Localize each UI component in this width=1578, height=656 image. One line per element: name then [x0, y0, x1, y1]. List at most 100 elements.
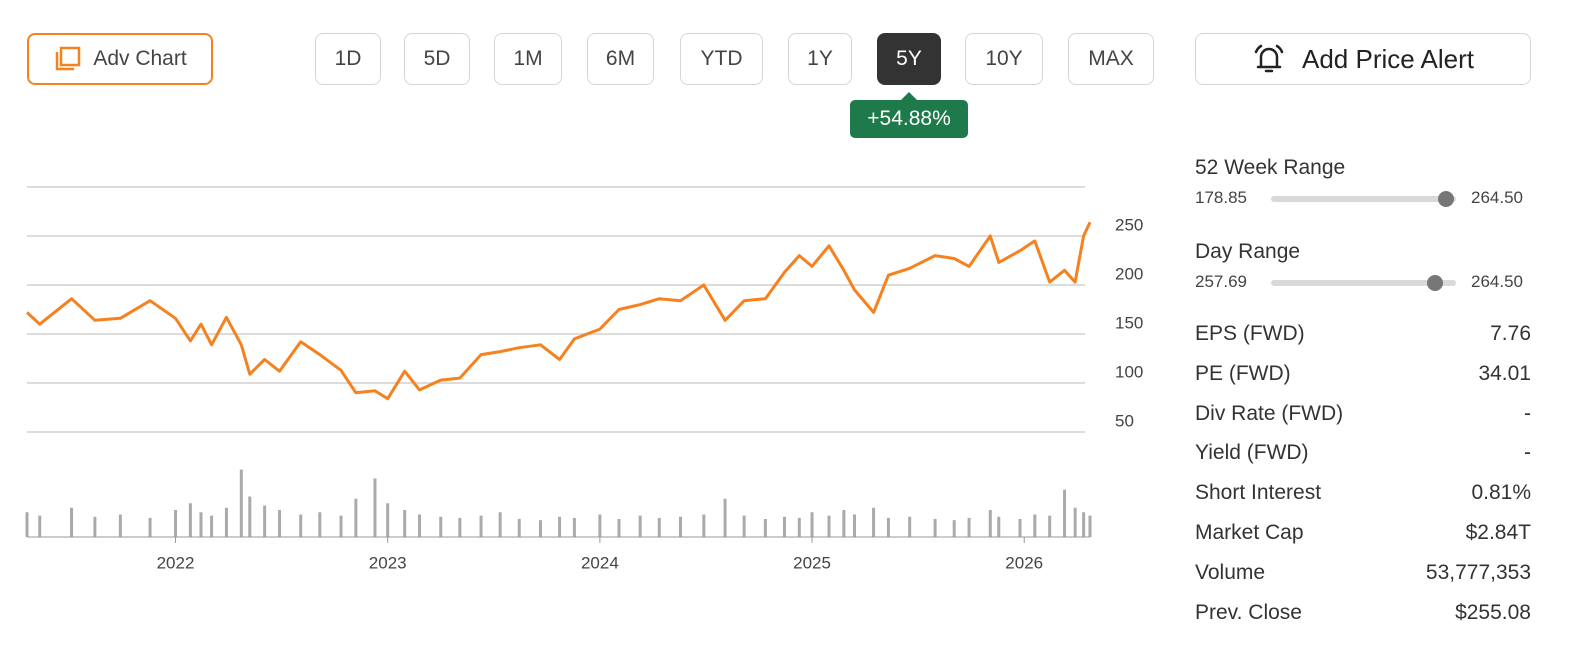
volume-bar [638, 515, 642, 537]
period-button[interactable]: 10Y [965, 33, 1043, 85]
stat-label: EPS (FWD) [1195, 322, 1305, 345]
volume-bar [38, 515, 42, 537]
volume-bar [797, 517, 801, 537]
volume-bar [70, 507, 74, 537]
volume-bar [498, 512, 502, 537]
volume-bar [538, 520, 542, 537]
volume-bar [723, 498, 727, 537]
volume-bar [742, 515, 746, 537]
volume-bar [852, 514, 856, 537]
volume-bar [763, 519, 767, 537]
volume-bar [679, 516, 683, 537]
period-button[interactable]: 5Y [877, 33, 941, 85]
stat-value: - [1524, 441, 1531, 465]
period-button[interactable]: MAX [1068, 33, 1154, 85]
volume-bar [842, 510, 846, 537]
volume-bar [1088, 515, 1092, 537]
range-dot [1438, 191, 1454, 207]
volume-bar [299, 514, 303, 537]
range-label: Day Range [1195, 240, 1301, 263]
change-badge: +54.88% [850, 92, 968, 138]
stat-value: - [1524, 401, 1531, 425]
price-line [25, 221, 1092, 401]
volume-bar [224, 507, 228, 537]
volume-bar [439, 516, 443, 537]
volume-bar [418, 514, 422, 537]
stat-value: 34.01 [1478, 361, 1531, 385]
volume-bar [458, 517, 462, 537]
volume-bar [933, 519, 937, 537]
range-track [1271, 191, 1456, 207]
range-dot [1427, 275, 1443, 291]
stat-row: PE (FWD) 34.01 [1195, 362, 1531, 386]
adv-chart-button[interactable]: Adv Chart [27, 33, 213, 85]
y-tick-label: 50 [1115, 411, 1134, 430]
x-tick-label: 2026 [1005, 553, 1043, 572]
stat-label: Prev. Close [1195, 600, 1302, 624]
volume-bar [572, 517, 576, 537]
add-alert-button[interactable]: Add Price Alert [1195, 33, 1531, 85]
y-tick-label: 150 [1115, 313, 1143, 332]
x-tick-label: 2025 [793, 553, 831, 572]
volume-bar [1073, 507, 1077, 537]
range-low: 178.85 [1195, 188, 1247, 207]
volume-bar [1048, 515, 1052, 537]
stat-label: Market Cap [1195, 521, 1304, 544]
stat-row: Short Interest 0.81% [1195, 481, 1531, 505]
volume-bar [148, 517, 152, 537]
range-high: 264.50 [1471, 188, 1523, 207]
volume-bar [199, 512, 203, 537]
volume-bar [598, 514, 602, 537]
range-low: 257.69 [1195, 272, 1247, 291]
bell-icon [1254, 44, 1284, 73]
volume-bar [1018, 519, 1022, 537]
adv-chart-icon [56, 46, 81, 71]
volume-bar [188, 503, 192, 537]
stat-row: Div Rate (FWD) - [1195, 402, 1531, 426]
volume-bar [810, 512, 814, 537]
period-button[interactable]: YTD [680, 33, 763, 85]
stat-value: 53,777,353 [1425, 560, 1531, 584]
period-button[interactable]: 1M [494, 33, 562, 85]
volume-bar [517, 519, 521, 537]
volume-bar [657, 517, 661, 537]
period-button[interactable]: 1Y [788, 33, 852, 85]
volume-bar [373, 478, 377, 537]
x-tick-label: 2024 [581, 553, 619, 572]
period-button[interactable]: 1D [315, 33, 381, 85]
volume-bar [558, 516, 562, 537]
period-button[interactable]: 5D [404, 33, 470, 85]
volume-bar [782, 516, 786, 537]
x-tick-label: 2023 [369, 553, 407, 572]
volume-bar [210, 515, 214, 537]
range-high: 264.50 [1471, 272, 1523, 291]
volume-bar [1082, 512, 1086, 537]
volume-bar [827, 515, 831, 537]
y-tick-label: 250 [1115, 215, 1143, 234]
volume-bar [403, 510, 407, 537]
range-label: 52 Week Range [1195, 156, 1346, 179]
period-button[interactable]: 6M [587, 33, 654, 85]
volume-bar [318, 512, 322, 537]
volume-bar [479, 515, 483, 537]
stat-label: Volume [1195, 560, 1266, 584]
y-tick-label: 200 [1115, 264, 1143, 283]
volume-bar [248, 496, 252, 537]
volume-bar [263, 505, 267, 537]
volume-bar [239, 469, 243, 537]
volume-bar [277, 510, 281, 537]
adv-chart-label: Adv Chart [93, 47, 187, 70]
volume-bar [997, 516, 1001, 537]
volume-bar [617, 519, 621, 537]
stat-row: Prev. Close $255.08 [1195, 601, 1531, 625]
stat-value: 0.81% [1471, 481, 1531, 505]
stat-label: Short Interest [1195, 481, 1322, 505]
volume-bar [339, 515, 343, 537]
volume-bar [386, 503, 390, 537]
volume-bar [25, 512, 29, 537]
volume-bar [988, 510, 992, 537]
volume-bar [967, 517, 971, 537]
volume-bar [1063, 489, 1067, 537]
y-tick-label: 100 [1115, 362, 1143, 381]
